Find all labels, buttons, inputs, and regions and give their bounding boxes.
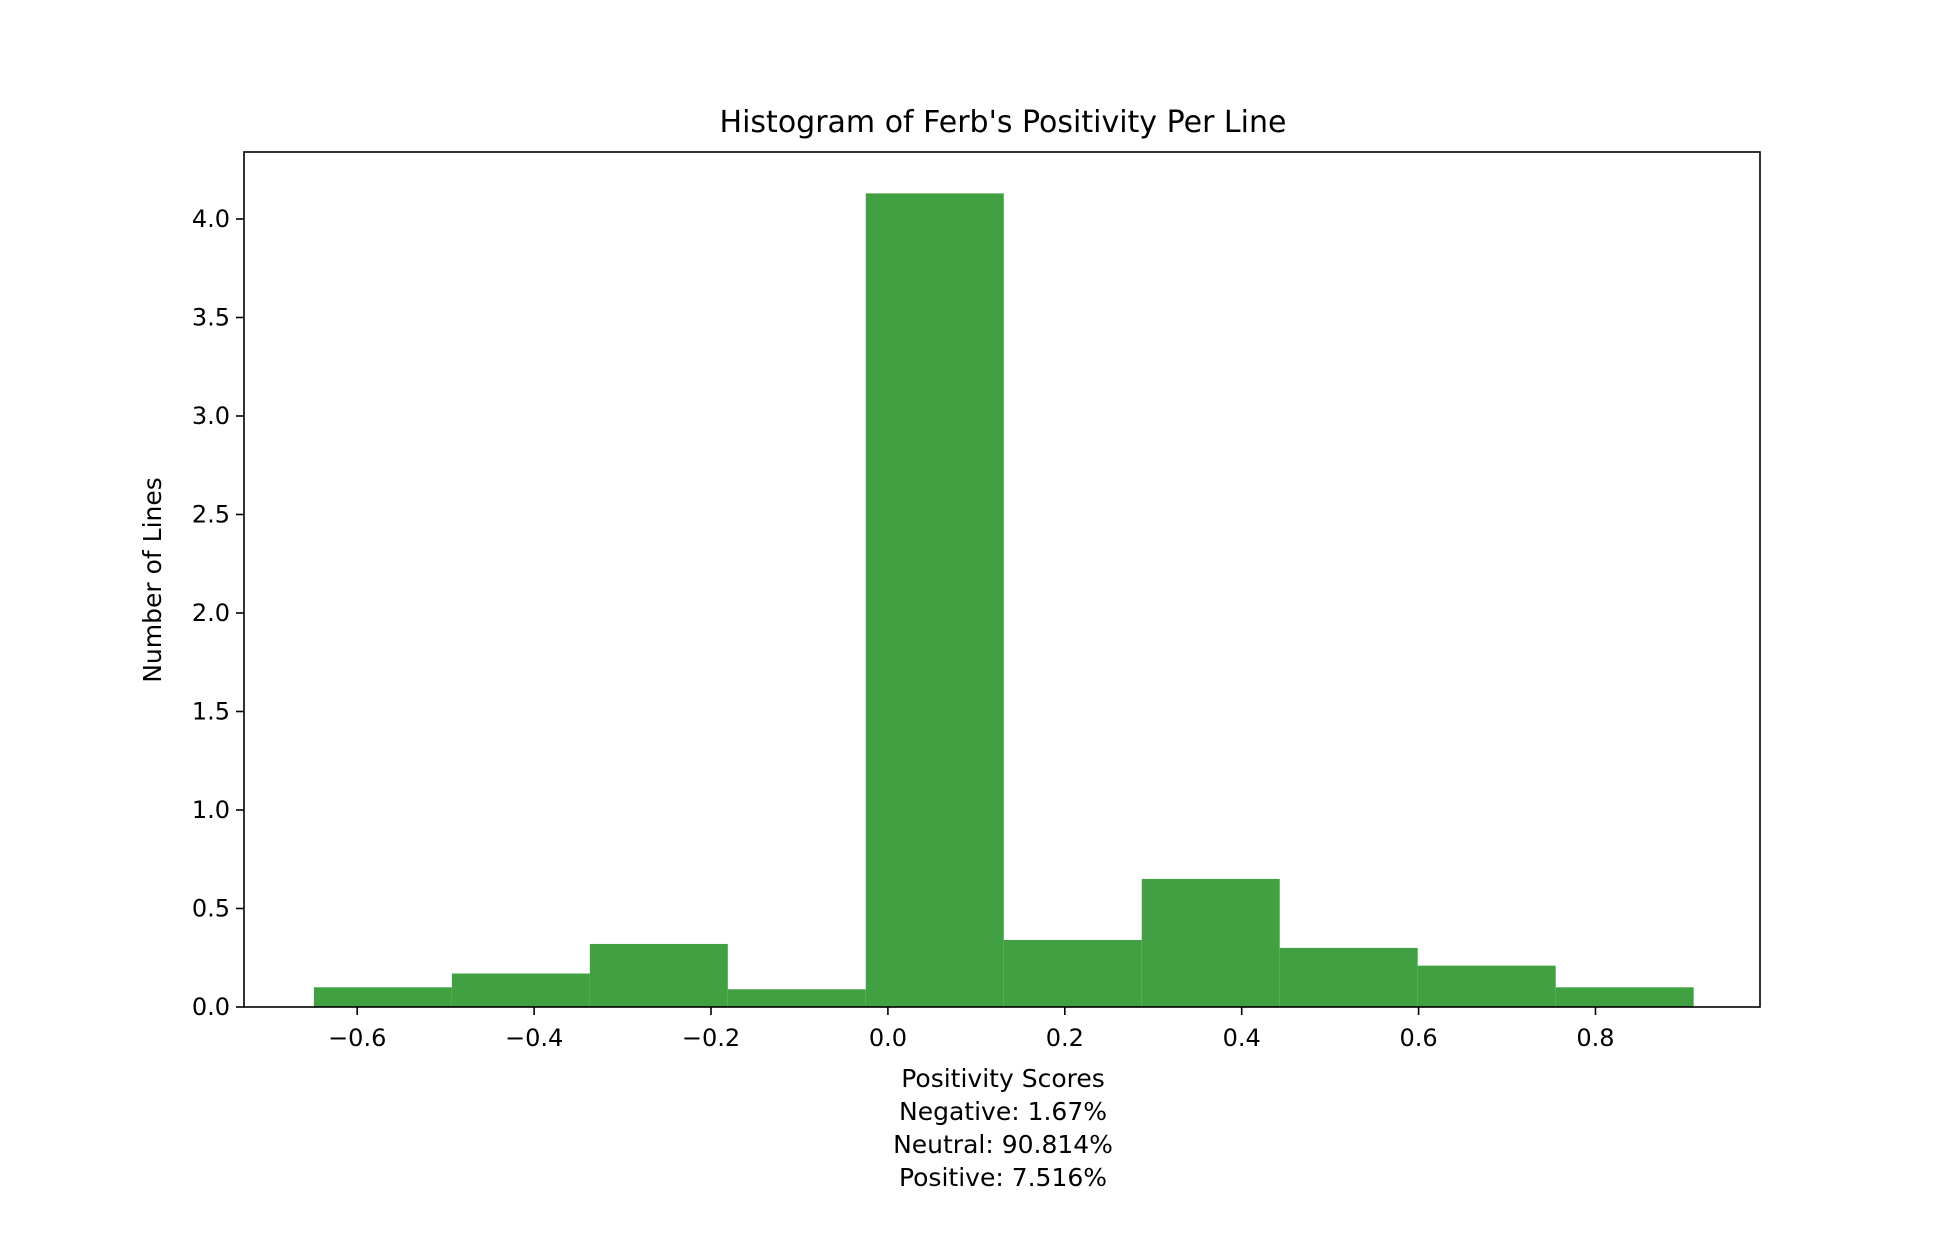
x-axis: −0.6 −0.4 −0.2 0.0 0.2 0.4 0.6 0.8 <box>328 1007 1615 1052</box>
negative-percentage-label: Negative: 1.67% <box>899 1097 1107 1126</box>
x-axis-label: Positivity Scores Negative: 1.67% Neutra… <box>893 1064 1113 1192</box>
positive-percentage-label: Positive: 7.516% <box>899 1163 1107 1192</box>
x-tick-label: −0.6 <box>328 1024 386 1052</box>
x-axis-title: Positivity Scores <box>901 1064 1105 1093</box>
histogram-bar-5 <box>1003 940 1142 1007</box>
x-tick-label: 0.4 <box>1223 1024 1261 1052</box>
histogram-bar-7 <box>1279 947 1418 1007</box>
y-axis-label: Number of Lines <box>138 477 167 683</box>
histogram-bar-4 <box>865 193 1004 1007</box>
y-tick-label: 3.5 <box>192 303 230 331</box>
chart-title: Histogram of Ferb's Positivity Per Line <box>720 105 1287 140</box>
y-tick-label: 0.5 <box>192 894 230 922</box>
y-tick-label: 0.0 <box>192 993 230 1021</box>
y-tick-label: 3.0 <box>192 402 230 430</box>
x-tick-label: 0.6 <box>1400 1024 1438 1052</box>
y-tick-label: 4.0 <box>192 205 230 233</box>
y-tick-label: 2.0 <box>192 599 230 627</box>
y-tick-label: 1.5 <box>192 697 230 725</box>
histogram-bar-0 <box>313 987 452 1007</box>
x-tick-label: −0.2 <box>682 1024 740 1052</box>
y-tick-label: 1.0 <box>192 796 230 824</box>
x-tick-label: −0.4 <box>505 1024 563 1052</box>
histogram-bar-3 <box>727 989 866 1007</box>
y-tick-label: 2.5 <box>192 500 230 528</box>
plot-frame <box>243 151 1761 1008</box>
neutral-percentage-label: Neutral: 90.814% <box>893 1130 1113 1159</box>
x-tick-label: 0.0 <box>869 1024 907 1052</box>
bars-group <box>313 193 1694 1007</box>
histogram-bar-1 <box>451 973 590 1007</box>
histogram-bar-6 <box>1141 878 1280 1007</box>
y-axis: 0.0 0.5 1.0 1.5 2.0 2.5 3.0 3.5 4.0 <box>192 205 244 1021</box>
histogram-bar-9 <box>1555 987 1694 1007</box>
x-tick-label: 0.2 <box>1046 1024 1084 1052</box>
histogram-bar-2 <box>589 943 728 1007</box>
histogram-bar-8 <box>1417 965 1556 1007</box>
x-tick-label: 0.8 <box>1576 1024 1614 1052</box>
